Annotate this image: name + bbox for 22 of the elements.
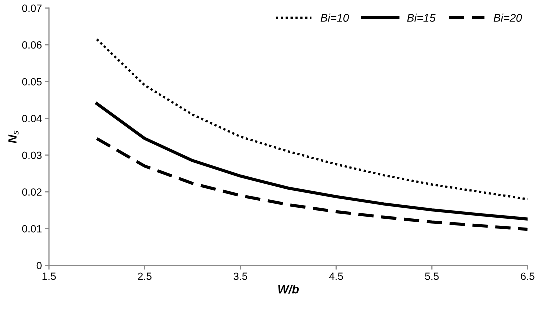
y-tick-label: 0.07 (22, 4, 42, 12)
x-tick-label: 6.5 (521, 272, 535, 280)
y-tick-label: 0.05 (22, 78, 42, 86)
y-tick-label: 0.06 (22, 42, 42, 49)
x-tick-label: 3.5 (234, 272, 248, 280)
legend-label: Bi=15 (407, 14, 436, 22)
line-series (96, 38, 528, 201)
x-axis-title: W/b (278, 285, 300, 294)
x-tick-label: 1.5 (42, 272, 56, 280)
y-axis-title: N$_{s}$ (8, 130, 19, 144)
y-tick-label: 0.01 (22, 225, 42, 233)
legend-label: Bi=20 (494, 14, 522, 22)
line-series (96, 102, 528, 221)
legend-label: Bi=10 (320, 14, 350, 22)
x-tick-label: 5.5 (425, 272, 439, 280)
y-tick-label: 0 (36, 262, 42, 270)
line-series (96, 137, 528, 232)
y-tick-label: 0.03 (22, 152, 42, 160)
y-tick-label: 0.02 (22, 188, 42, 196)
y-tick-label: 0.04 (22, 115, 42, 122)
x-tick-label: 2.5 (138, 272, 152, 280)
x-tick-label: 4.5 (329, 272, 344, 280)
